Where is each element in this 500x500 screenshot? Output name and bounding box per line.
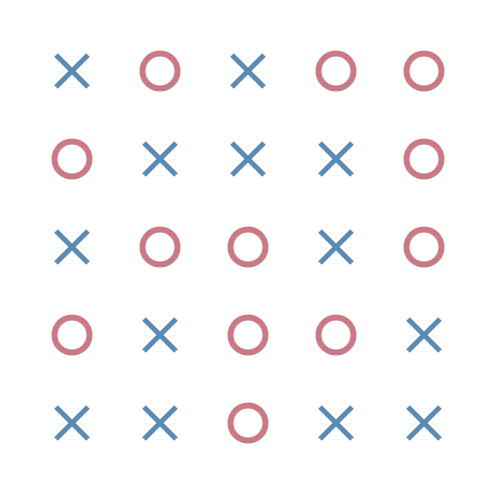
- board-cell-r5-c5[interactable]: [394, 393, 454, 453]
- board-cell-r3-c3[interactable]: [218, 217, 278, 277]
- board-cell-r1-c1[interactable]: [42, 41, 102, 101]
- board-cell-r4-c5[interactable]: [394, 305, 454, 365]
- board-cell-r2-c4[interactable]: [306, 129, 366, 189]
- board-cell-r2-c5[interactable]: [394, 129, 454, 189]
- x-mark-icon: [54, 53, 90, 89]
- board-cell-r4-c4[interactable]: [306, 305, 366, 365]
- board-cell-r5-c1[interactable]: [42, 393, 102, 453]
- o-mark-icon: [139, 226, 181, 268]
- board-cell-r2-c3[interactable]: [218, 129, 278, 189]
- board-cell-r3-c5[interactable]: [394, 217, 454, 277]
- o-mark-icon: [51, 138, 93, 180]
- x-mark-icon: [230, 53, 266, 89]
- board-cell-r1-c5[interactable]: [394, 41, 454, 101]
- o-mark-icon: [315, 50, 357, 92]
- board-cell-r2-c1[interactable]: [42, 129, 102, 189]
- board-cell-r4-c1[interactable]: [42, 305, 102, 365]
- x-mark-icon: [318, 229, 354, 265]
- o-mark-icon: [227, 314, 269, 356]
- board-cell-r5-c2[interactable]: [130, 393, 190, 453]
- x-mark-icon: [142, 317, 178, 353]
- board-cell-r1-c4[interactable]: [306, 41, 366, 101]
- o-mark-icon: [403, 50, 445, 92]
- x-mark-icon: [142, 405, 178, 441]
- o-mark-icon: [51, 314, 93, 356]
- x-mark-icon: [406, 317, 442, 353]
- board-cell-r3-c2[interactable]: [130, 217, 190, 277]
- board-cell-r3-c1[interactable]: [42, 217, 102, 277]
- x-mark-icon: [54, 405, 90, 441]
- o-mark-icon: [403, 138, 445, 180]
- board-cell-r1-c3[interactable]: [218, 41, 278, 101]
- x-mark-icon: [406, 405, 442, 441]
- o-mark-icon: [227, 402, 269, 444]
- board-cell-r1-c2[interactable]: [130, 41, 190, 101]
- board-cell-r5-c4[interactable]: [306, 393, 366, 453]
- board-cell-r3-c4[interactable]: [306, 217, 366, 277]
- x-mark-icon: [318, 405, 354, 441]
- board-cell-r5-c3[interactable]: [218, 393, 278, 453]
- x-mark-icon: [318, 141, 354, 177]
- board-cell-r4-c2[interactable]: [130, 305, 190, 365]
- o-mark-icon: [315, 314, 357, 356]
- board-cell-r2-c2[interactable]: [130, 129, 190, 189]
- x-mark-icon: [230, 141, 266, 177]
- x-mark-icon: [142, 141, 178, 177]
- o-mark-icon: [139, 50, 181, 92]
- o-mark-icon: [227, 226, 269, 268]
- o-mark-icon: [403, 226, 445, 268]
- x-mark-icon: [54, 229, 90, 265]
- board-cell-r4-c3[interactable]: [218, 305, 278, 365]
